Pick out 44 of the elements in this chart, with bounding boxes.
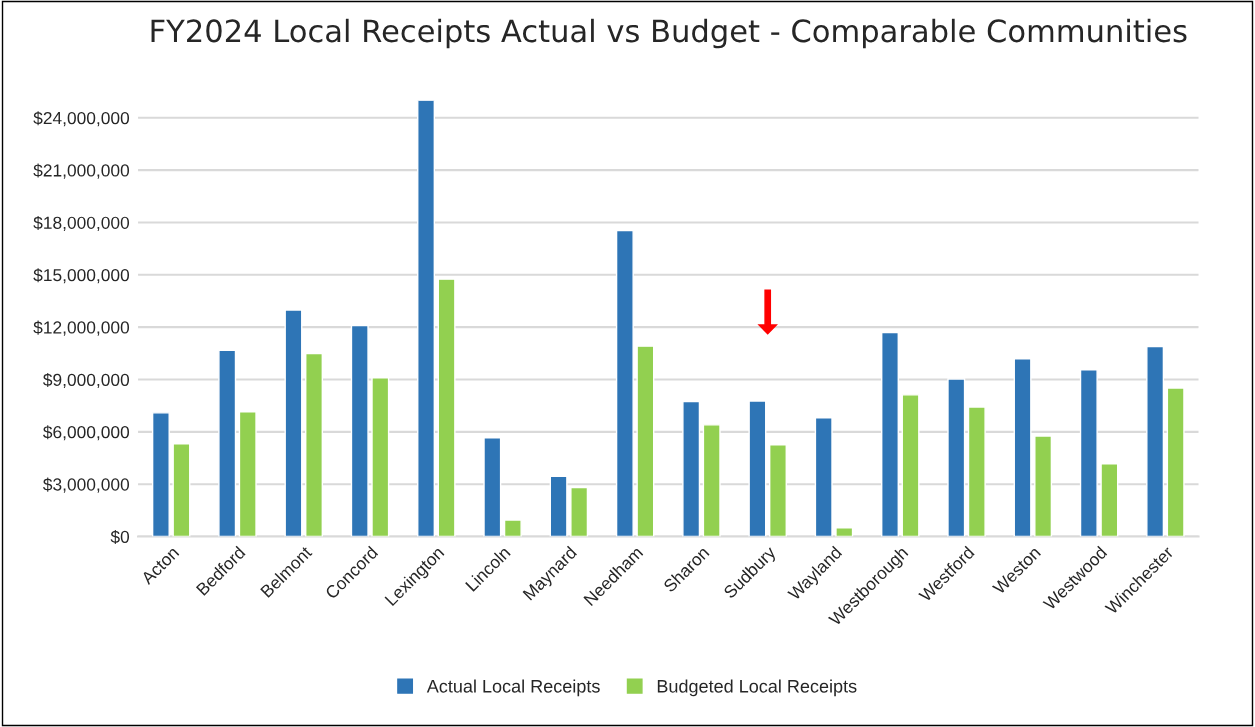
bar (305, 352, 324, 537)
bar (172, 443, 191, 537)
y-tick-label: $24,000,000 (33, 111, 130, 127)
bar (901, 394, 920, 537)
bar (1034, 435, 1053, 537)
bar (1166, 387, 1185, 537)
bar (218, 349, 237, 537)
bar (835, 527, 854, 537)
bar (284, 309, 303, 537)
bar (483, 437, 502, 537)
bar (967, 406, 986, 537)
bar (636, 345, 655, 537)
y-tick-label: $15,000,000 (33, 268, 130, 284)
bar (549, 475, 568, 537)
legend-label: Actual Local Receipts (426, 679, 600, 697)
y-tick-label: $9,000,000 (43, 372, 130, 389)
y-tick-label: $21,000,000 (33, 163, 130, 179)
bar (615, 229, 634, 537)
bar (1079, 369, 1098, 537)
y-tick-label: $3,000,000 (43, 477, 130, 493)
bar (151, 412, 170, 537)
bar (702, 424, 721, 537)
bar (947, 378, 966, 537)
bar (748, 400, 767, 537)
y-tick-label: $12,000,000 (33, 320, 130, 336)
bar (682, 400, 701, 537)
bar (1013, 358, 1032, 537)
y-tick-label: $6,000,000 (43, 425, 130, 441)
bar (238, 411, 257, 537)
bar (417, 100, 436, 537)
legend-label: Budgeted Local Receipts (657, 679, 857, 697)
y-tick-label: $0 (110, 529, 130, 545)
bar (570, 486, 589, 537)
bar (371, 377, 390, 537)
bar (503, 519, 522, 537)
bar (769, 444, 787, 537)
bar (1100, 463, 1119, 537)
y-tick-label: $18,000,000 (33, 215, 130, 231)
bar (881, 331, 899, 537)
bar (1146, 345, 1165, 537)
bar (350, 324, 369, 537)
chart-title: FY2024 Local Receipts Actual vs Budget - Comparable Communities (151, 18, 1187, 49)
bar (814, 417, 833, 537)
bar (437, 278, 456, 537)
